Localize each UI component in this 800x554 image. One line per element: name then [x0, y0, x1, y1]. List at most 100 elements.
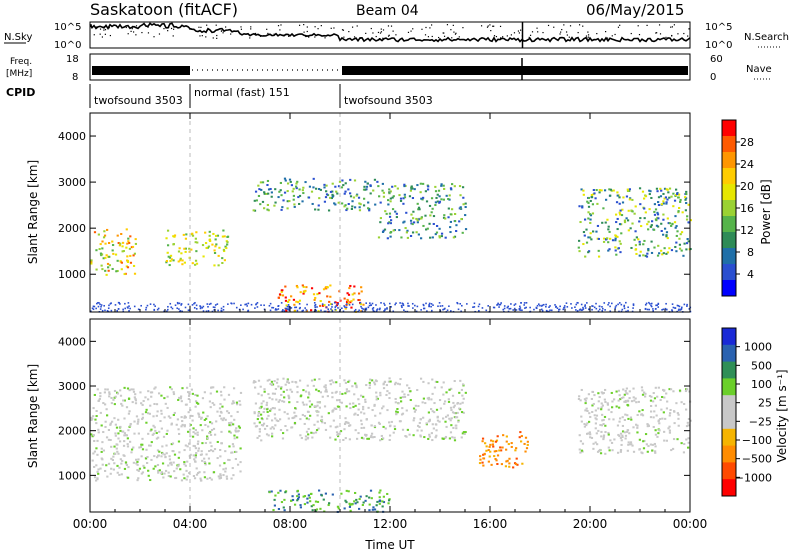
- data-pixel: [318, 197, 321, 200]
- data-pixel: [597, 392, 600, 395]
- nsearch-dot: [665, 36, 667, 39]
- data-pixel: [619, 436, 622, 439]
- data-pixel: [408, 433, 411, 436]
- nsearch-dot: [656, 32, 658, 34]
- data-pixel: [313, 298, 316, 301]
- data-pixel: [270, 191, 273, 194]
- data-pixel: [648, 189, 651, 192]
- data-pixel: [283, 396, 286, 399]
- data-pixel: [196, 241, 199, 244]
- data-pixel: [235, 401, 239, 404]
- data-pixel: [202, 255, 205, 258]
- data-pixel: [123, 273, 126, 276]
- data-pixel: [360, 310, 363, 313]
- data-pixel: [668, 431, 672, 434]
- data-pixel: [449, 187, 453, 190]
- data-pixel: [97, 399, 101, 402]
- data-pixel: [624, 434, 628, 437]
- cpid-segment-3: twofsound 3503: [344, 94, 433, 107]
- data-pixel: [183, 463, 186, 466]
- data-pixel: [379, 412, 382, 415]
- data-pixel: [371, 308, 374, 310]
- data-pixel: [105, 408, 108, 411]
- data-pixel: [163, 453, 166, 456]
- data-pixel: [213, 403, 216, 406]
- nsearch-dot: [513, 32, 516, 34]
- nsearch-dot: [283, 34, 285, 36]
- data-pixel: [540, 308, 543, 311]
- data-pixel: [577, 246, 580, 249]
- data-pixel: [440, 232, 444, 235]
- data-pixel: [273, 498, 276, 501]
- data-pixel: [641, 452, 644, 455]
- data-pixel: [618, 406, 621, 409]
- data-pixel: [611, 302, 613, 305]
- data-pixel: [126, 259, 129, 262]
- data-pixel: [685, 202, 688, 205]
- data-pixel: [664, 417, 667, 420]
- data-pixel: [450, 310, 452, 312]
- data-pixel: [301, 200, 304, 203]
- data-pixel: [145, 448, 148, 451]
- nsearch-dot: [379, 32, 382, 34]
- data-pixel: [111, 249, 114, 252]
- data-pixel: [353, 179, 357, 182]
- data-pixel: [387, 222, 390, 225]
- data-pixel: [386, 237, 389, 240]
- data-pixel: [582, 308, 585, 310]
- data-pixel: [254, 386, 257, 389]
- data-pixel: [113, 462, 116, 465]
- data-pixel: [464, 391, 467, 394]
- data-pixel: [181, 259, 184, 262]
- nsearch-dot: [577, 31, 579, 34]
- data-pixel: [164, 469, 168, 472]
- data-pixel: [111, 459, 115, 462]
- data-pixel: [327, 412, 330, 415]
- data-pixel: [485, 449, 488, 452]
- nsearch-dot: [438, 36, 440, 39]
- data-pixel: [226, 235, 229, 238]
- data-pixel: [106, 475, 109, 478]
- data-pixel: [431, 309, 433, 312]
- data-pixel: [113, 403, 116, 406]
- data-pixel: [269, 408, 273, 411]
- data-pixel: [459, 207, 462, 210]
- data-pixel: [141, 403, 144, 406]
- data-pixel: [188, 392, 191, 395]
- data-pixel: [169, 254, 173, 257]
- nsearch-dot: [377, 31, 380, 34]
- data-pixel: [118, 466, 121, 469]
- data-pixel: [232, 423, 235, 426]
- data-pixel: [590, 436, 594, 439]
- data-pixel: [365, 185, 369, 188]
- data-pixel: [120, 261, 123, 264]
- data-pixel: [105, 436, 109, 439]
- data-pixel: [598, 191, 601, 194]
- data-pixel: [355, 194, 358, 197]
- data-pixel: [129, 424, 132, 427]
- data-pixel: [403, 220, 406, 223]
- data-pixel: [525, 306, 527, 309]
- data-pixel: [362, 437, 365, 440]
- data-pixel: [310, 492, 313, 495]
- data-pixel: [312, 293, 316, 296]
- data-pixel: [104, 256, 107, 259]
- data-pixel: [438, 201, 441, 204]
- data-pixel: [168, 264, 171, 267]
- data-pixel: [416, 424, 420, 427]
- data-pixel: [616, 194, 619, 197]
- data-pixel: [102, 402, 105, 405]
- nsearch-dot: [380, 31, 383, 33]
- data-pixel: [425, 422, 428, 425]
- data-pixel: [141, 418, 144, 421]
- data-pixel: [261, 200, 265, 203]
- nsearch-dot: [198, 26, 200, 28]
- data-pixel: [242, 308, 244, 311]
- data-pixel: [354, 308, 357, 311]
- data-pixel: [105, 273, 108, 276]
- data-pixel: [637, 400, 640, 403]
- data-pixel: [654, 218, 658, 221]
- data-pixel: [304, 438, 307, 441]
- data-pixel: [449, 406, 453, 409]
- data-pixel: [594, 441, 597, 444]
